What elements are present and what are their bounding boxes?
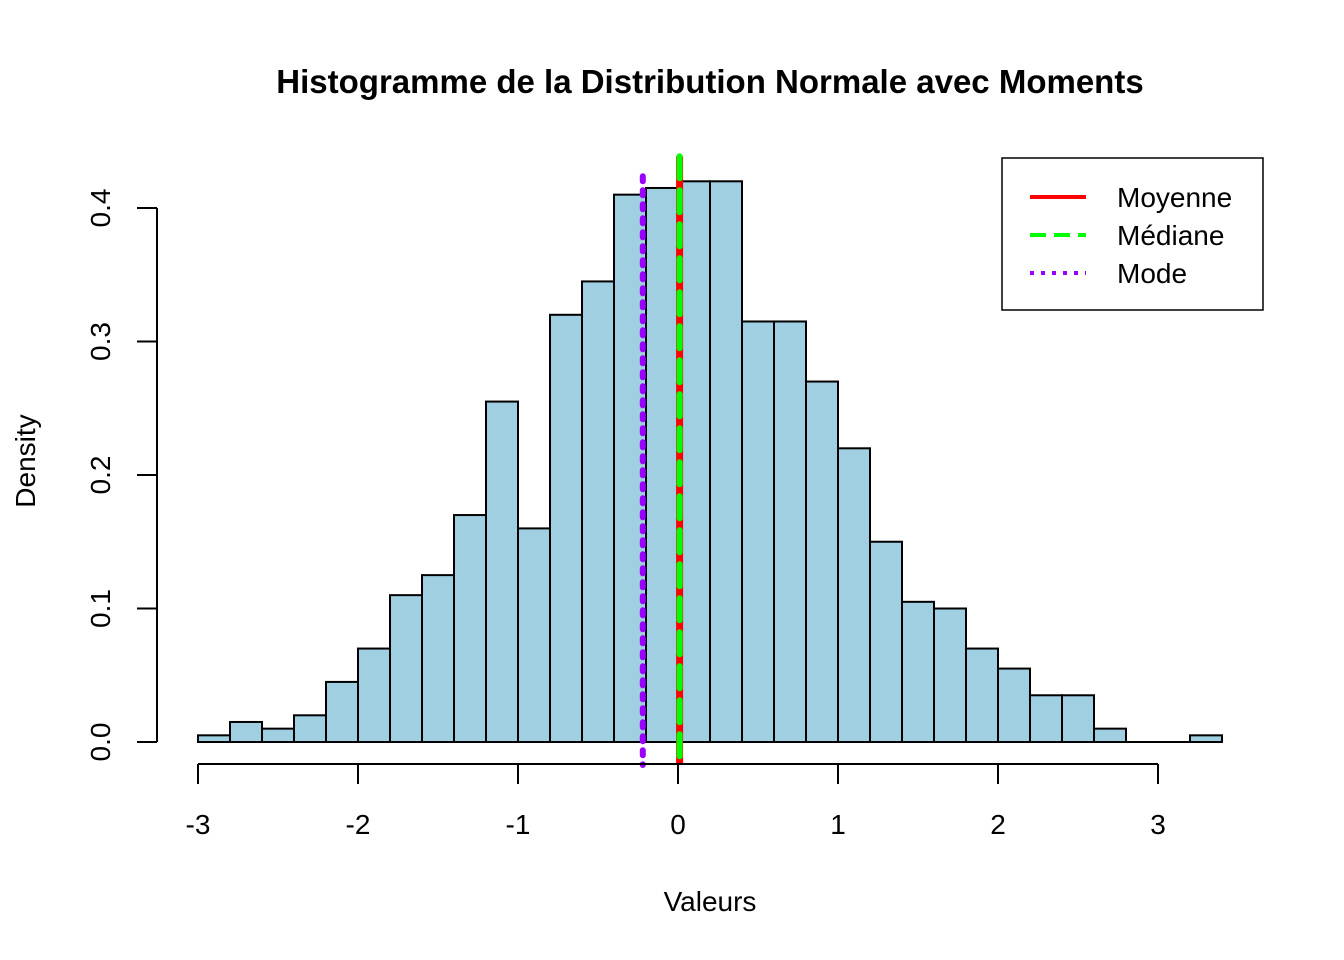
y-axis: 0.0 0.1 0.2 0.3 0.4 bbox=[85, 189, 158, 762]
histogram-bar bbox=[453, 514, 487, 743]
x-tick-label: 0 bbox=[670, 809, 686, 840]
histogram-bar bbox=[197, 734, 231, 744]
moment-lines bbox=[639, 153, 684, 768]
x-tick-label: 1 bbox=[830, 809, 846, 840]
histogram-bar bbox=[549, 313, 583, 743]
legend-label: Mode bbox=[1117, 258, 1187, 289]
y-tick-label: 0.4 bbox=[85, 189, 116, 228]
x-tick-label: -2 bbox=[346, 809, 371, 840]
histogram-bar bbox=[933, 607, 967, 743]
histogram-bar bbox=[421, 574, 455, 743]
y-tick-label: 0.0 bbox=[85, 723, 116, 762]
histogram-bar bbox=[1189, 734, 1223, 744]
histogram-bar bbox=[1061, 694, 1095, 744]
histogram-bar bbox=[1093, 727, 1127, 744]
histogram-bar bbox=[869, 540, 903, 743]
x-axis: -3 -2 -1 0 1 2 3 bbox=[186, 763, 1166, 840]
histogram-bar bbox=[805, 380, 839, 743]
histogram-bar bbox=[325, 680, 359, 743]
histogram-bar bbox=[997, 667, 1031, 744]
histogram-bar bbox=[229, 720, 263, 743]
histogram-bar bbox=[773, 320, 807, 743]
histogram-bar bbox=[709, 180, 743, 744]
histogram-bar bbox=[741, 320, 775, 743]
histogram-bar bbox=[293, 714, 327, 743]
y-tick-label: 0.3 bbox=[85, 322, 116, 361]
histogram-bars bbox=[197, 180, 1223, 744]
histogram-bar bbox=[357, 647, 391, 743]
histogram-bar bbox=[485, 400, 519, 743]
histogram-bar bbox=[389, 594, 423, 744]
histogram-bar bbox=[517, 527, 551, 744]
x-tick-label: 2 bbox=[990, 809, 1006, 840]
legend: Moyenne Médiane Mode bbox=[1001, 157, 1264, 311]
x-tick-label: -3 bbox=[186, 809, 211, 840]
chart-title: Histogramme de la Distribution Normale a… bbox=[276, 63, 1143, 100]
x-axis-label: Valeurs bbox=[664, 886, 757, 917]
histogram-bar bbox=[1029, 694, 1063, 744]
histogram-bar bbox=[965, 647, 999, 743]
histogram-bar bbox=[901, 600, 935, 744]
x-tick-label: 3 bbox=[1150, 809, 1166, 840]
y-axis-label: Density bbox=[10, 414, 41, 507]
histogram-bar bbox=[261, 727, 295, 744]
legend-label: Médiane bbox=[1117, 220, 1224, 251]
legend-label: Moyenne bbox=[1117, 182, 1232, 213]
histogram-bar bbox=[581, 280, 615, 743]
y-tick-label: 0.1 bbox=[85, 589, 116, 628]
histogram-bar bbox=[645, 186, 679, 744]
histogram-bar bbox=[837, 447, 871, 743]
y-tick-label: 0.2 bbox=[85, 456, 116, 495]
x-tick-label: -1 bbox=[506, 809, 531, 840]
